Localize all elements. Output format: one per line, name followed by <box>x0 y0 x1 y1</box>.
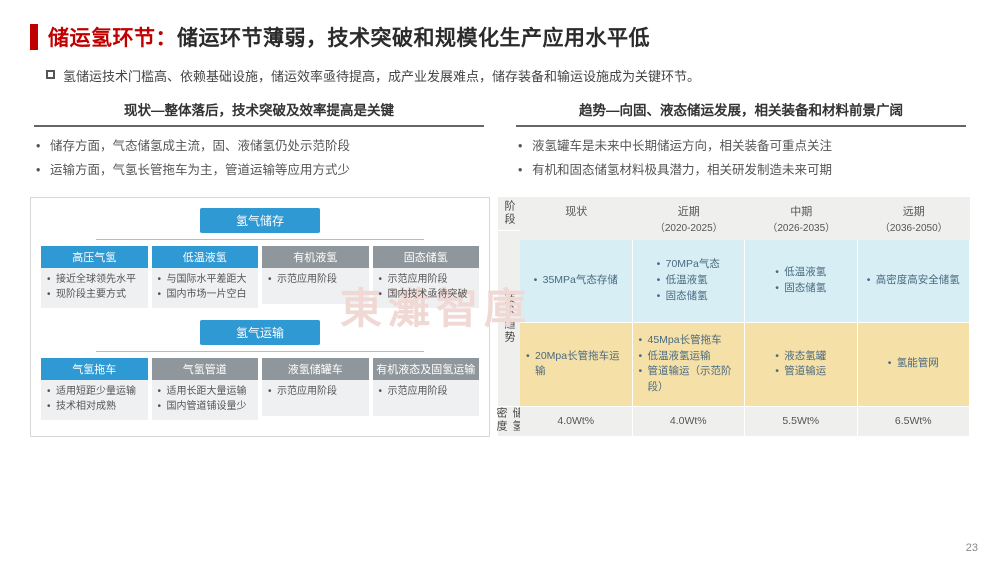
roadmap-tech-label: 技术趋势 <box>498 231 520 407</box>
tree-node-body: 适用短距少量运输技术相对成熟 <box>41 380 148 420</box>
storage-root-node: 氢气储存 <box>200 208 320 233</box>
tree-node-body: 适用长距大量运输国内管道铺设量少 <box>152 380 259 420</box>
title-rest: 储运环节薄弱，技术突破和规模化生产应用水平低 <box>177 27 650 50</box>
subtitle-row: 氢储运技术门槛高、依赖基础设施，储运效率亟待提高，成产业发展难点，储存装备和输运… <box>30 66 970 85</box>
roadmap-cell: 氢能管网 <box>858 323 971 407</box>
roadmap-cell: 70MPa气态低温液氢固态储氢 <box>633 240 746 324</box>
roadmap-table: 阶段 技术趋势 储氢密度 现状近期（2020-2025）中期（2026-2035… <box>498 197 970 437</box>
trend-column: 趋势—向固、液态储运发展，相关装备和材料前景广阔 液氢罐车是未来中长期储运方向，… <box>512 99 970 183</box>
tree-node-body: 示范应用阶段 <box>373 380 480 416</box>
tree-node-body: 示范应用阶段 <box>262 268 369 304</box>
bullet-square-icon <box>46 70 55 79</box>
roadmap-header-row: 现状近期（2020-2025）中期（2026-2035）远期（2036-2050… <box>520 197 970 240</box>
slide-title: 储运氢环节：储运环节薄弱，技术突破和规模化生产应用水平低 <box>30 22 970 52</box>
tree-node: 有机液态及固氢运输示范应用阶段 <box>373 358 480 420</box>
transport-nodes-row: 气氢拖车适用短距少量运输技术相对成熟气氢管道适用长距大量运输国内管道铺设量少液氢… <box>41 358 479 420</box>
roadmap-tech-top-row: 35MPa气态存储70MPa气态低温液氢固态储氢低温液氢固态储氢高密度高安全储氢 <box>520 240 970 324</box>
tree-node-head: 固态储氢 <box>373 246 480 268</box>
bullet-item: 运输方面，气氢长管拖车为主，管道运输等应用方式少 <box>36 159 488 183</box>
roadmap-column-header: 中期（2026-2035） <box>745 197 858 240</box>
roadmap-cell: 液态氢罐管道输运 <box>745 323 858 407</box>
roadmap-column-header: 远期（2036-2050） <box>858 197 971 240</box>
status-column: 现状—整体落后，技术突破及效率提高是关键 储存方面，气态储氢成主流，固、液储氢仍… <box>30 99 488 183</box>
trend-column-title: 趋势—向固、液态储运发展，相关装备和材料前景广阔 <box>516 99 966 127</box>
tree-node: 低温液氢与国际水平差距大国内市场一片空白 <box>152 246 259 308</box>
roadmap-density-cell: 5.5Wt% <box>745 407 858 437</box>
tree-node: 气氢管道适用长距大量运输国内管道铺设量少 <box>152 358 259 420</box>
tree-node: 有机液氢示范应用阶段 <box>262 246 369 308</box>
storage-nodes-row: 高压气氢接近全球领先水平现阶段主要方式低温液氢与国际水平差距大国内市场一片空白有… <box>41 246 479 308</box>
roadmap-phase-label: 阶段 <box>498 197 520 231</box>
roadmap-cell: 低温液氢固态储氢 <box>745 240 858 324</box>
tree-node-head: 高压气氢 <box>41 246 148 268</box>
roadmap-column-header: 现状 <box>520 197 633 240</box>
tree-node-head: 低温液氢 <box>152 246 259 268</box>
status-column-title: 现状—整体落后，技术突破及效率提高是关键 <box>34 99 484 127</box>
tree-node-head: 有机液态及固氢运输 <box>373 358 480 380</box>
roadmap-cell: 45Mpa长管拖车低温液氢运输管道输运（示范阶段） <box>633 323 746 407</box>
tree-node: 固态储氢示范应用阶段国内技术亟待突破 <box>373 246 480 308</box>
tree-node-body: 接近全球领先水平现阶段主要方式 <box>41 268 148 308</box>
tree-node: 液氢储罐车示范应用阶段 <box>262 358 369 420</box>
tree-node-head: 液氢储罐车 <box>262 358 369 380</box>
hierarchy-box: 氢气储存 高压气氢接近全球领先水平现阶段主要方式低温液氢与国际水平差距大国内市场… <box>30 197 490 437</box>
roadmap-density-label: 储氢密度 <box>498 407 520 437</box>
transport-root-node: 氢气运输 <box>200 320 320 345</box>
bullet-item: 液氢罐车是未来中长期储运方向，相关装备可重点关注 <box>518 135 970 159</box>
roadmap-density-row: 4.0Wt%4.0Wt%5.5Wt%6.5Wt% <box>520 407 970 437</box>
roadmap-tech-bottom-row: 20Mpa长管拖车运输45Mpa长管拖车低温液氢运输管道输运（示范阶段）液态氢罐… <box>520 323 970 407</box>
bullet-item: 有机和固态储氢材料极具潜力，相关研发制造未来可期 <box>518 159 970 183</box>
tree-node: 气氢拖车适用短距少量运输技术相对成熟 <box>41 358 148 420</box>
tree-node: 高压气氢接近全球领先水平现阶段主要方式 <box>41 246 148 308</box>
title-accent-bar <box>30 24 38 50</box>
tree-node-head: 有机液氢 <box>262 246 369 268</box>
title-red-part: 储运氢环节： <box>48 27 177 50</box>
page-number: 23 <box>966 542 978 554</box>
roadmap-density-cell: 4.0Wt% <box>520 407 633 437</box>
tree-node-body: 示范应用阶段 <box>262 380 369 416</box>
roadmap-column-header: 近期（2020-2025） <box>633 197 746 240</box>
tree-node-body: 示范应用阶段国内技术亟待突破 <box>373 268 480 308</box>
roadmap-density-cell: 6.5Wt% <box>858 407 971 437</box>
tree-node-head: 气氢拖车 <box>41 358 148 380</box>
roadmap-cell: 35MPa气态存储 <box>520 240 633 324</box>
tree-node-head: 气氢管道 <box>152 358 259 380</box>
status-bullets: 储存方面，气态储氢成主流，固、液储氢仍处示范阶段运输方面，气氢长管拖车为主，管道… <box>30 135 488 183</box>
bullet-item: 储存方面，气态储氢成主流，固、液储氢仍处示范阶段 <box>36 135 488 159</box>
roadmap-density-cell: 4.0Wt% <box>633 407 746 437</box>
trend-bullets: 液氢罐车是未来中长期储运方向，相关装备可重点关注有机和固态储氢材料极具潜力，相关… <box>512 135 970 183</box>
roadmap-cell: 20Mpa长管拖车运输 <box>520 323 633 407</box>
subtitle-text: 氢储运技术门槛高、依赖基础设施，储运效率亟待提高，成产业发展难点，储存装备和输运… <box>63 66 700 85</box>
roadmap-cell: 高密度高安全储氢 <box>858 240 971 324</box>
tree-node-body: 与国际水平差距大国内市场一片空白 <box>152 268 259 308</box>
